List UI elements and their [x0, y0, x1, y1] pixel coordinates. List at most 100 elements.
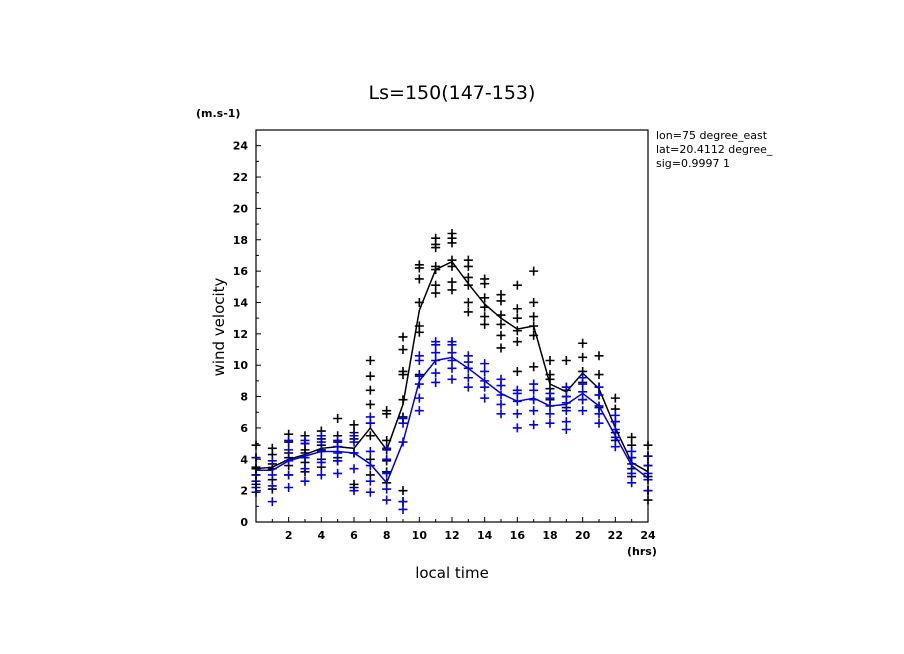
black-data-point	[578, 338, 588, 348]
blue-data-point	[561, 417, 571, 427]
x-tick-label: 14	[477, 529, 493, 542]
black-data-point	[414, 321, 424, 331]
blue-data-point	[382, 468, 392, 478]
blue-data-point	[316, 457, 326, 467]
black-data-point	[480, 302, 490, 312]
blue-data-point	[512, 396, 522, 406]
black-data-point	[365, 355, 375, 365]
blue-data-point	[529, 379, 539, 389]
blue-data-point	[594, 401, 604, 411]
blue-data-point	[316, 470, 326, 480]
black-data-point	[480, 312, 490, 322]
blue-data-point	[284, 470, 294, 480]
black-data-point	[480, 293, 490, 303]
blue-data-point	[414, 406, 424, 416]
black-data-point	[398, 395, 408, 405]
black-data-point	[512, 304, 522, 314]
black-data-point	[431, 233, 441, 243]
black-data-point	[594, 351, 604, 361]
blue-data-point	[431, 348, 441, 358]
blue-data-point	[300, 476, 310, 486]
black-data-point	[365, 431, 375, 441]
black-data-point	[398, 366, 408, 376]
y-tick-label: 4	[240, 453, 248, 466]
black-data-point	[398, 345, 408, 355]
blue-data-point	[496, 399, 506, 409]
blue-data-point	[512, 423, 522, 433]
blue-data-point	[545, 388, 555, 398]
blue-data-point	[365, 487, 375, 497]
y-tick-label: 6	[240, 422, 248, 435]
blue-data-point	[398, 504, 408, 514]
black-data-point	[447, 285, 457, 295]
x-tick-label: 8	[383, 529, 391, 542]
y-tick-label: 22	[233, 171, 248, 184]
y-tick-label: 24	[233, 140, 249, 153]
black-data-point	[627, 432, 637, 442]
blue-data-point	[578, 387, 588, 397]
blue-data-point	[349, 486, 359, 496]
x-tick-label: 22	[608, 529, 623, 542]
blue-data-point	[382, 495, 392, 505]
black-data-point	[496, 330, 506, 340]
black-data-point	[480, 274, 490, 284]
black-data-point	[512, 366, 522, 376]
blue-data-point	[561, 406, 571, 416]
blue-data-point	[300, 453, 310, 463]
blue-data-point	[382, 484, 392, 494]
x-tick-label: 6	[350, 529, 358, 542]
blue-data-point	[300, 464, 310, 474]
black-data-point	[382, 406, 392, 416]
blue-data-point	[627, 468, 637, 478]
blue-data-point	[496, 374, 506, 384]
black-data-point	[398, 486, 408, 496]
blue-data-point	[561, 424, 571, 434]
blue-data-point	[545, 401, 555, 411]
blue-data-point	[284, 445, 294, 455]
black-data-point	[529, 330, 539, 340]
x-axis-label: local time	[415, 564, 489, 582]
blue-data-point	[627, 446, 637, 456]
y-tick-label: 20	[233, 202, 249, 215]
black-data-point	[398, 332, 408, 342]
blue-data-point	[447, 337, 457, 347]
blue-data-point	[284, 435, 294, 445]
x-tick-label: 20	[575, 529, 591, 542]
blue-data-point	[414, 379, 424, 389]
black-data-point	[463, 255, 473, 265]
blue-data-point	[284, 456, 294, 466]
black-data-point	[365, 399, 375, 409]
black-data-point	[414, 260, 424, 270]
blue-data-point	[496, 409, 506, 419]
blue-data-point	[398, 418, 408, 428]
blue-data-point	[349, 431, 359, 441]
blue-data-point	[594, 409, 604, 419]
blue-data-point	[267, 481, 277, 491]
blue-data-point	[447, 363, 457, 373]
annotation-lat: lat=20.4112 degree_	[656, 143, 773, 156]
black-data-point	[512, 337, 522, 347]
blue-data-point	[431, 377, 441, 387]
blue-data-point	[398, 497, 408, 507]
black-data-point	[431, 288, 441, 298]
x-tick-label: 24	[640, 529, 656, 542]
blue-data-point	[578, 406, 588, 416]
black-data-point	[463, 272, 473, 282]
y-tick-label: 18	[233, 234, 248, 247]
y-tick-label: 14	[233, 296, 249, 309]
y-tick-label: 2	[240, 485, 248, 498]
plot-content	[251, 228, 653, 514]
black-data-point	[529, 297, 539, 307]
blue-data-point	[512, 385, 522, 395]
blue-data-point	[561, 382, 571, 392]
blue-data-point	[349, 464, 359, 474]
blue-data-point	[610, 424, 620, 434]
blue-data-point	[610, 432, 620, 442]
black-data-point	[463, 280, 473, 290]
black-data-point	[431, 243, 441, 253]
blue-data-point	[414, 371, 424, 381]
x-axis: 2 4 6 8 10 12 14 16 18 20 22 24	[271, 517, 656, 542]
blue-data-point	[529, 395, 539, 405]
